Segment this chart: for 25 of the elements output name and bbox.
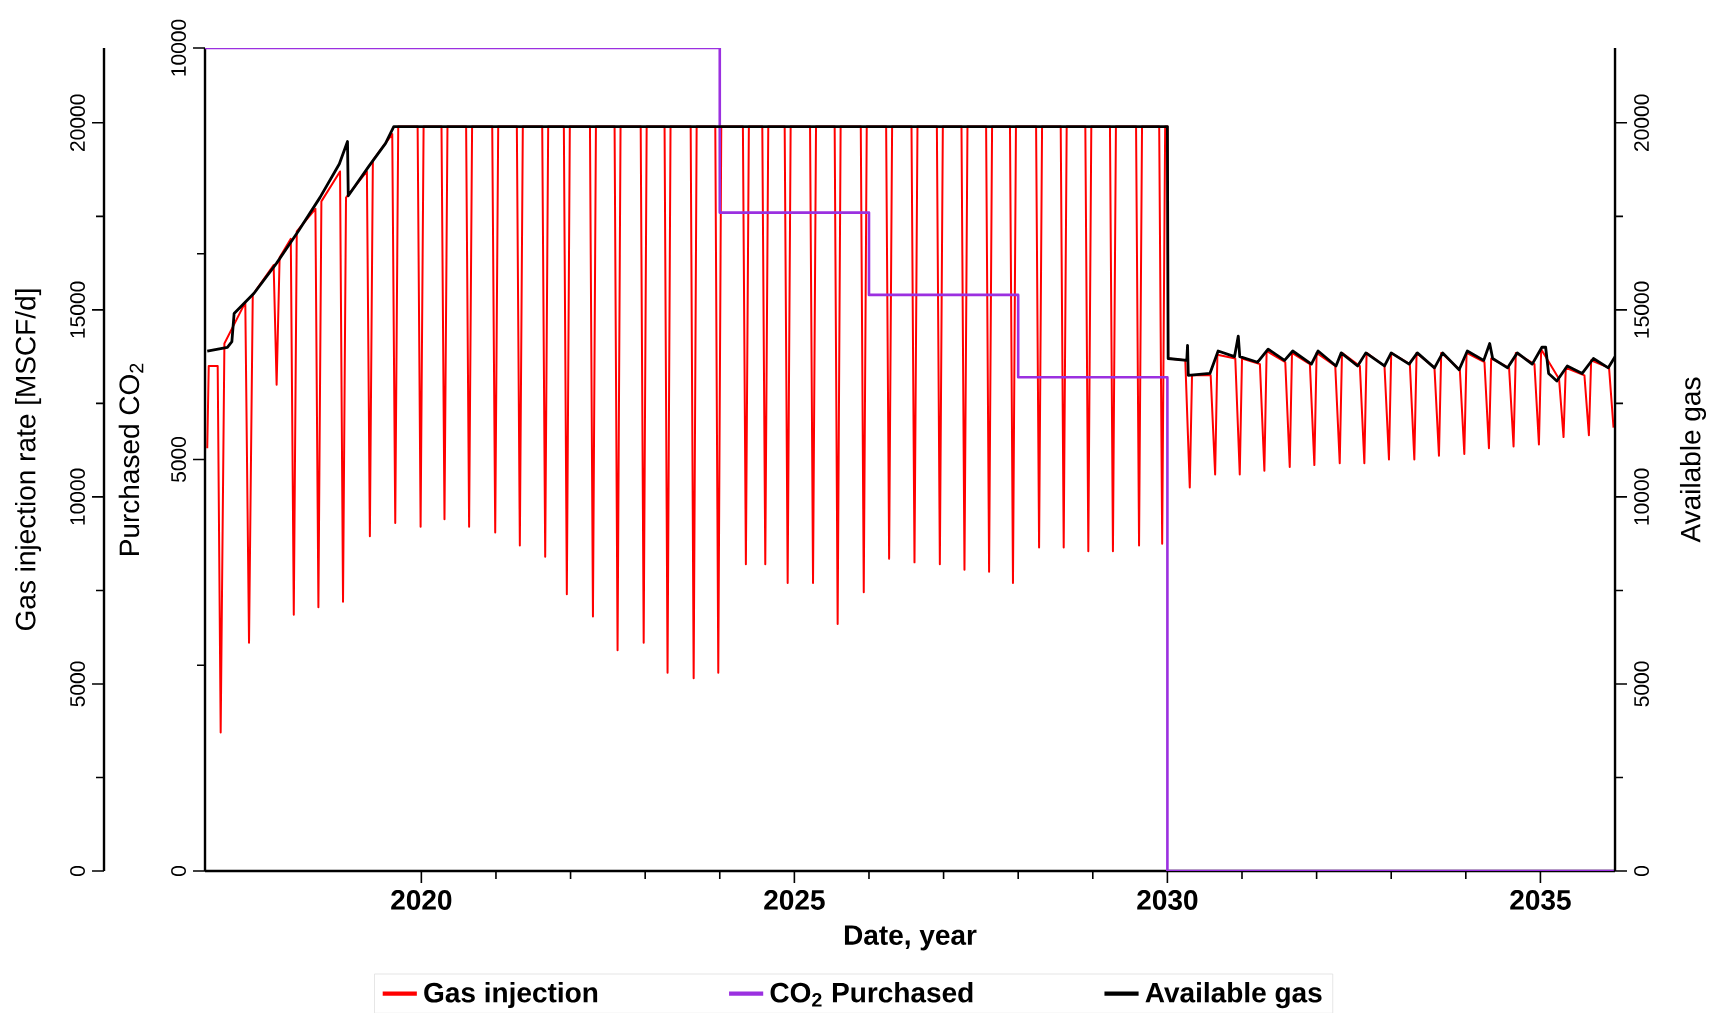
x-tick-label: 2020 (391, 890, 452, 910)
y2-tick-label: 0 (171, 865, 186, 877)
y3-tick-label: 20000 (1634, 94, 1649, 151)
y-tick-label: 20000 (70, 94, 85, 151)
y2-tick-label: 5000 (171, 436, 186, 483)
x-tick-label: 2035 (1510, 890, 1571, 910)
y-tick-label: 10000 (70, 468, 85, 525)
y3-tick-label: 10000 (1634, 468, 1649, 525)
x-tick-label: 2025 (764, 890, 825, 910)
y-axis-title: Gas injection rate [MSCF/d] (14, 289, 42, 631)
y-tick-label: 5000 (70, 661, 85, 707)
x-axis-title: Date, year (844, 925, 977, 951)
legend-label: CO$_{2}$ Purchased (770, 981, 973, 1007)
legend-label: Gas injection (424, 981, 598, 1009)
y3-tick-label: 0 (1634, 865, 1649, 877)
legend-label: Available gas (1145, 981, 1322, 1009)
line-series (206, 125, 1615, 734)
y3-tick-label: 5000 (1634, 661, 1649, 707)
y3-axis-title: Available gas (1679, 377, 1707, 543)
y-tick-label: 15000 (70, 281, 85, 338)
y2-axis-title: Purchased CO$_{2}$ (118, 363, 144, 555)
x-tick-label: 2030 (1137, 890, 1198, 910)
y2-tick-label: 10000 (171, 19, 186, 76)
y-tick-label: 0 (70, 865, 85, 877)
y3-tick-label: 15000 (1634, 281, 1649, 338)
